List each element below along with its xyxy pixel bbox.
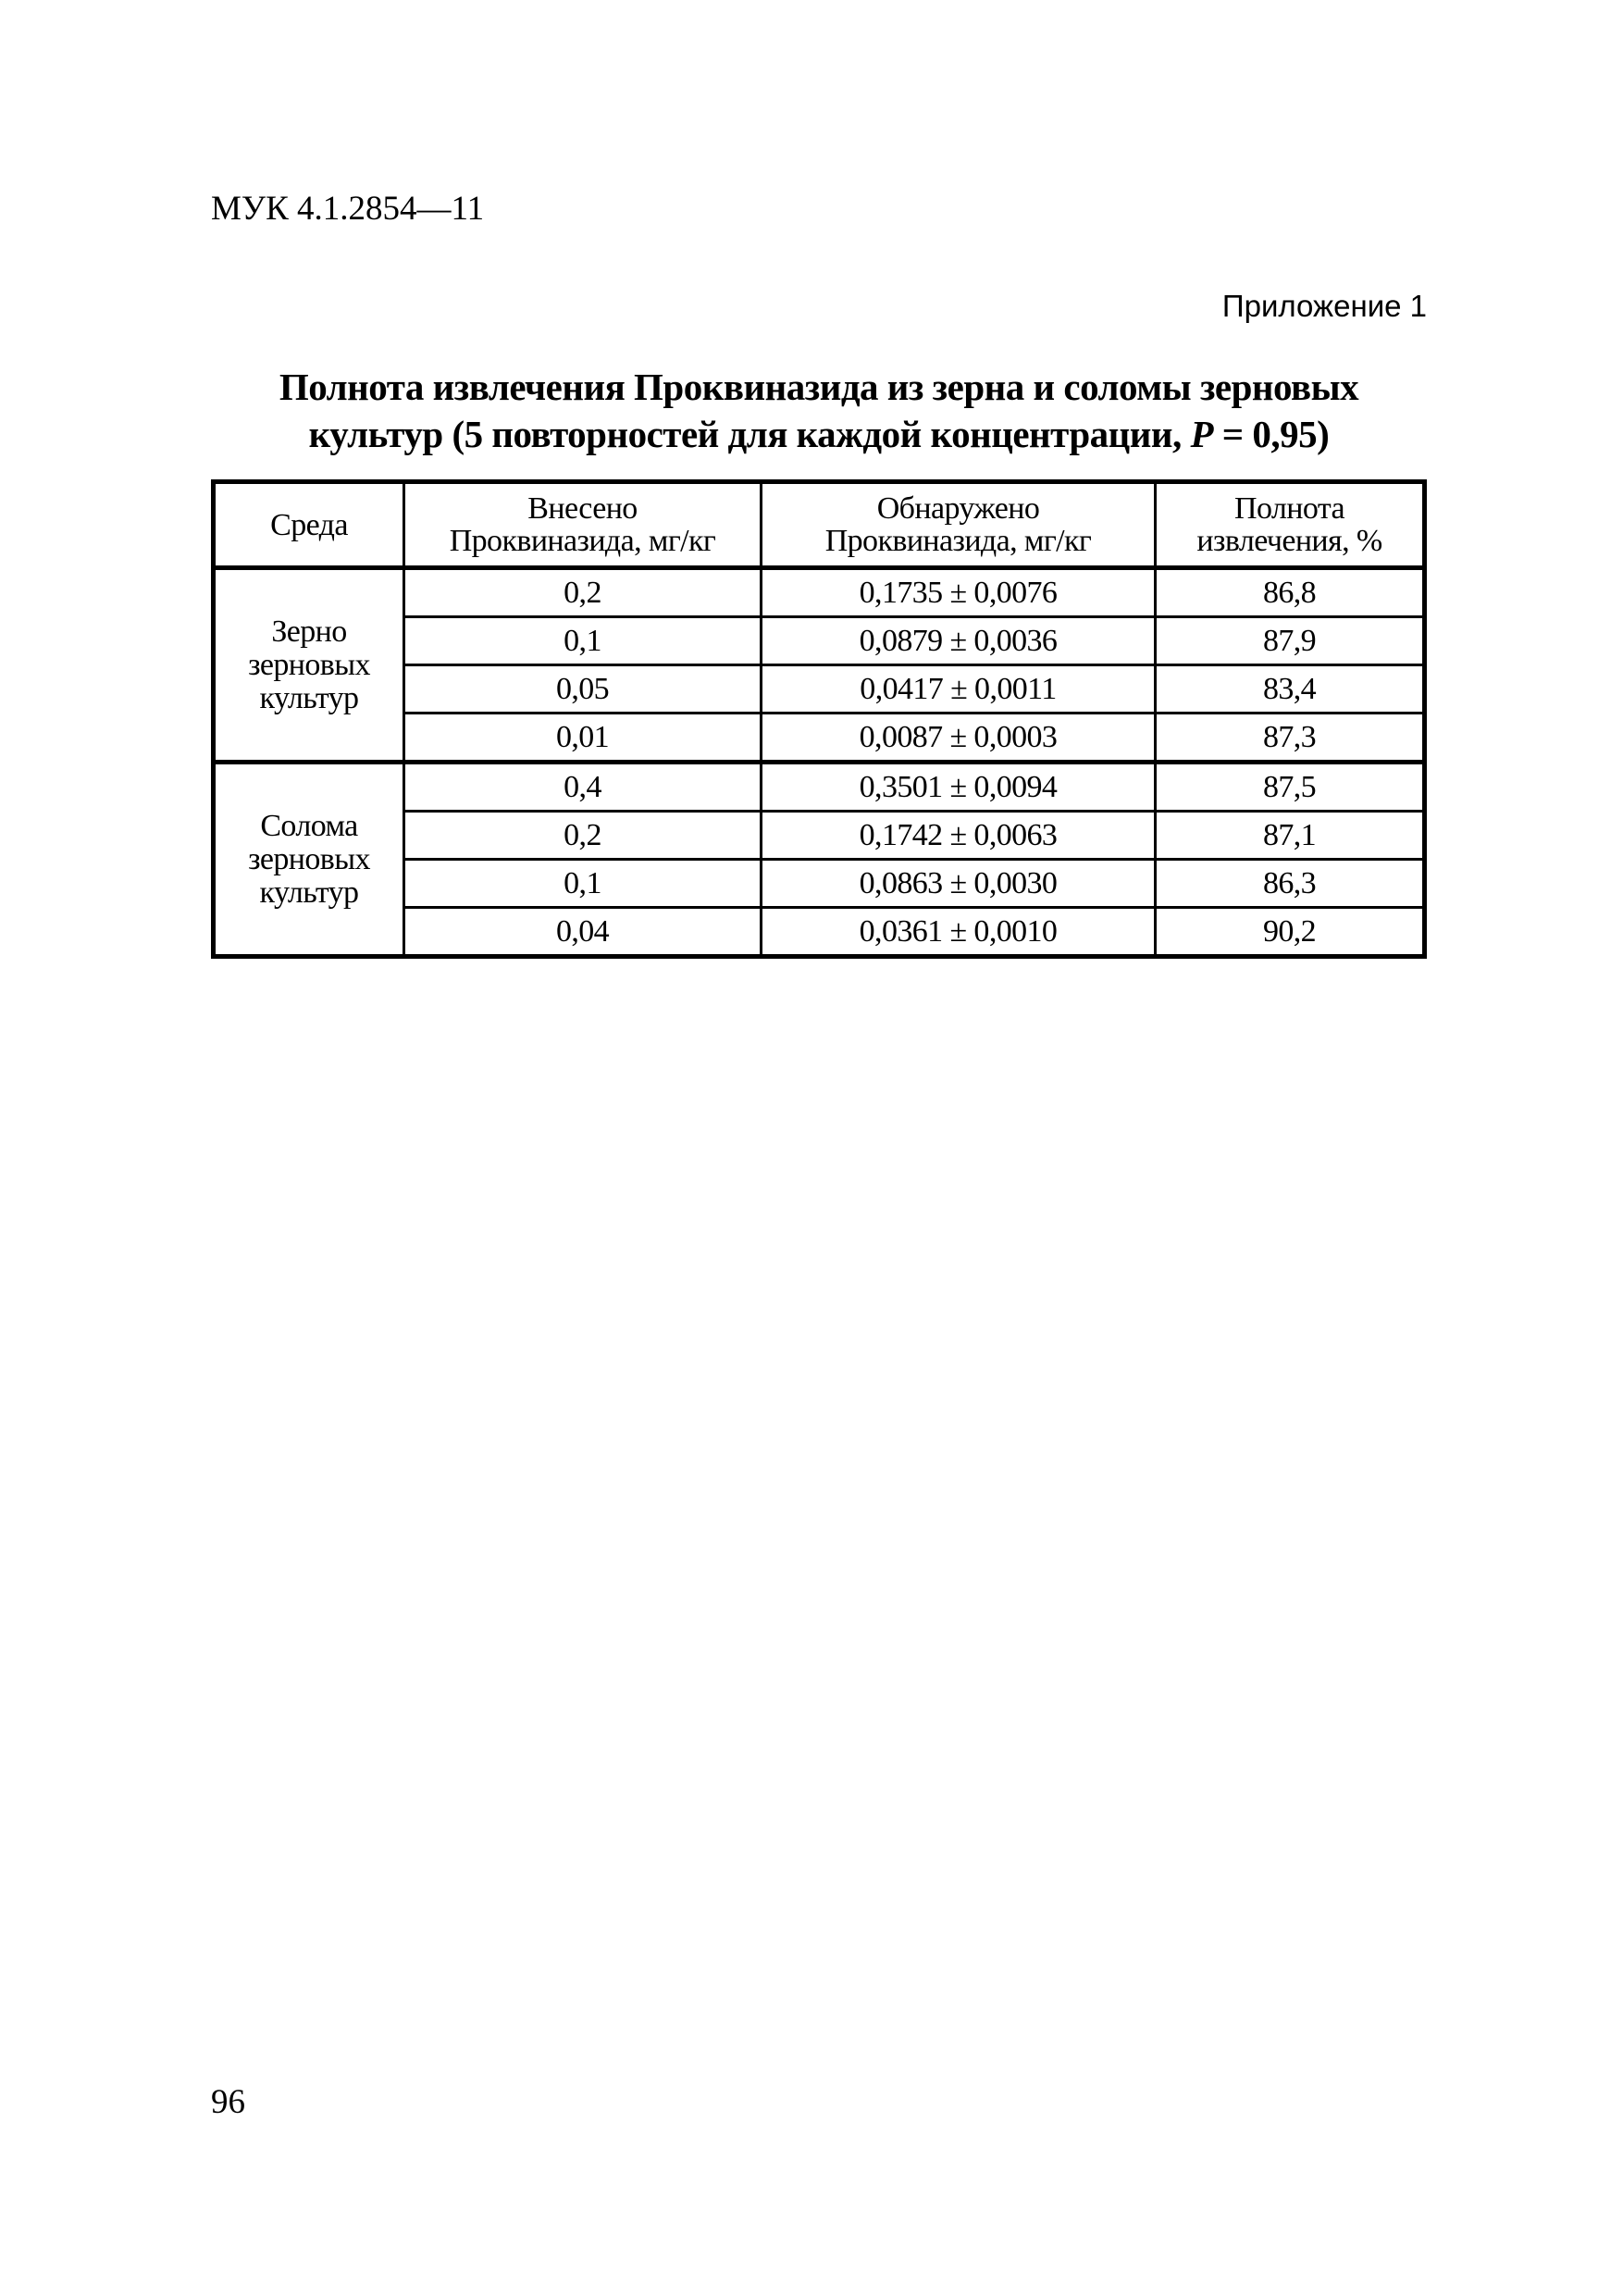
medium-cell: Солома зерновых культур [212, 761, 405, 958]
table-row: Зерно зерновых культур 0,2 0,1735 ± 0,0076 86… [212, 566, 1426, 763]
recovery-cell: 87,3 [1154, 712, 1426, 763]
document-code: МУК 4.1.2854—11 [211, 190, 485, 228]
found-cell: 0,0863 ± 0,0030 [760, 858, 1157, 909]
column-header: Полнота извлечения, % [1154, 480, 1426, 569]
table-row: 0,01 0,0087 ± 0,0003 87,3 [213, 712, 1426, 763]
table-title: Полнота извлечения Проквиназида из зерна… [211, 364, 1427, 458]
table-row: 0,2 0,1742 ± 0,0063 87,1 [214, 810, 1426, 861]
table-row: 0,04 0,0361 ± 0,0010 90,2 [214, 906, 1426, 958]
title-text: культур (5 повторностей для каждой конце… [308, 413, 1191, 455]
recovery-cell: 87,5 [1154, 761, 1426, 813]
found-cell: 0,1742 ± 0,0063 [760, 810, 1157, 861]
table-row: Солома зерновых культур 0,4 0,3501 ± 0,0094 8… [212, 761, 1426, 958]
header-line: Среда [270, 507, 348, 542]
medium-line: культур [259, 875, 360, 910]
header-line: извлечения, % [1196, 524, 1382, 558]
header-line: Проквиназида, мг/кг [449, 524, 716, 558]
added-cell: 0,1 [403, 858, 762, 909]
found-cell: 0,0879 ± 0,0036 [760, 615, 1157, 666]
recovery-cell: 86,8 [1154, 566, 1426, 618]
found-cell: 0,1735 ± 0,0076 [760, 566, 1157, 618]
header-line: Полнота [1234, 491, 1345, 526]
recovery-cell: 87,1 [1154, 810, 1426, 861]
added-cell: 0,01 [403, 712, 762, 763]
medium-cell: Зерно зерновых культур [212, 566, 405, 763]
found-cell: 0,0361 ± 0,0010 [760, 906, 1157, 958]
column-header: Внесено Проквиназида, мг/кг [403, 480, 762, 569]
found-cell: 0,3501 ± 0,0094 [760, 761, 1157, 813]
header-line: Обнаружено [876, 491, 1040, 526]
recovery-cell: 90,2 [1154, 906, 1426, 958]
column-header: Обнаружено Проквиназида, мг/кг [760, 480, 1157, 569]
added-cell: 0,04 [403, 906, 762, 958]
column-header: Среда [212, 480, 405, 569]
medium-line: зерновых [248, 647, 370, 682]
header-line: Внесено [527, 491, 638, 526]
added-cell: 0,4 [403, 761, 762, 813]
found-cell: 0,0087 ± 0,0003 [760, 712, 1157, 763]
recovery-table: Среда Внесено Проквиназида, мг/кг Обнаружен… [211, 479, 1427, 959]
table-row: 0,05 0,0417 ± 0,0011 83,4 [214, 664, 1426, 714]
added-cell: 0,05 [403, 664, 762, 714]
table-row: 0,1 0,0863 ± 0,0030 86,3 [214, 858, 1426, 909]
header-line: Проквиназида, мг/кг [824, 524, 1092, 558]
found-cell: 0,0417 ± 0,0011 [760, 664, 1157, 714]
recovery-cell: 83,4 [1154, 664, 1426, 714]
medium-line: зерновых [248, 841, 370, 876]
medium-line: Зерно [271, 614, 347, 649]
table-row: 0,1 0,0879 ± 0,0036 87,9 [214, 615, 1426, 666]
recovery-cell: 86,3 [1154, 858, 1426, 909]
title-text: = 0,95) [1213, 413, 1330, 455]
title-line-2: культур (5 повторностей для каждой конце… [211, 411, 1427, 458]
title-line-1: Полнота извлечения Проквиназида из зерна… [279, 366, 1359, 408]
appendix-label: Приложение 1 [1221, 289, 1427, 323]
recovery-cell: 87,9 [1154, 615, 1426, 666]
page-number: 96 [211, 2083, 245, 2121]
added-cell: 0,2 [403, 810, 762, 861]
title-variable: P [1190, 413, 1214, 455]
medium-line: культур [259, 680, 360, 715]
added-cell: 0,2 [403, 566, 762, 618]
medium-line: Солома [260, 808, 358, 843]
added-cell: 0,1 [403, 615, 762, 666]
table-header-row: Среда Внесено Проквиназида, мг/кг Обнаружен… [212, 480, 1426, 569]
